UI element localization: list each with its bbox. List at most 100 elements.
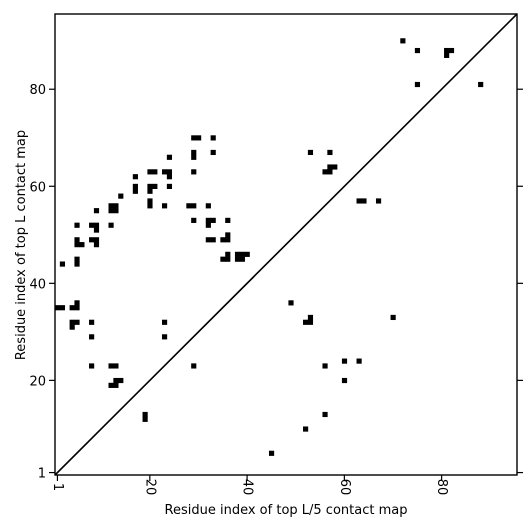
contact-point — [152, 183, 158, 189]
contact-point — [152, 169, 158, 175]
contact-point — [93, 242, 100, 248]
contact-point — [191, 135, 197, 141]
contact-point — [361, 198, 367, 204]
contact-point — [108, 222, 114, 228]
contact-point — [444, 47, 450, 54]
contact-point — [166, 169, 173, 175]
x-tick-label: 40 — [240, 479, 255, 496]
x-axis-title: Residue index of top L/5 contact map — [165, 503, 408, 518]
contact-point — [147, 198, 153, 204]
contact-point — [307, 319, 314, 325]
contact-point — [132, 188, 138, 194]
x-tick-label: 60 — [337, 479, 352, 496]
contact-point — [210, 149, 216, 156]
contact-point — [118, 193, 124, 199]
contact-point — [74, 242, 80, 248]
contact-point — [113, 377, 119, 384]
contact-point — [113, 208, 119, 214]
contact-point — [327, 149, 333, 156]
ticks-layer: 1 20 40 60 80 1 20 40 60 80 — [29, 13, 523, 496]
contact-point — [108, 203, 114, 209]
contact-point — [113, 363, 119, 369]
contact-point — [210, 237, 216, 243]
contact-point — [239, 251, 245, 257]
contact-point — [74, 261, 80, 267]
contact-point — [74, 305, 80, 311]
contact-point — [142, 411, 148, 418]
contact-point — [205, 237, 211, 243]
contact-point — [390, 314, 396, 321]
contact-point — [356, 198, 362, 204]
contact-point — [191, 203, 197, 209]
contact-point — [307, 314, 314, 321]
contact-point — [196, 135, 202, 141]
contact-point — [239, 256, 245, 262]
y-tick-label: 20 — [29, 374, 46, 389]
contact-point — [414, 47, 421, 54]
contact-point — [93, 237, 100, 243]
contact-point — [205, 217, 211, 223]
contact-point — [132, 183, 138, 189]
contact-point — [166, 174, 173, 180]
contact-point — [303, 426, 309, 432]
contact-point — [93, 227, 100, 233]
contact-point — [74, 222, 80, 228]
contact-point — [205, 203, 211, 209]
x-tick-label: 1 — [50, 483, 65, 491]
contact-point — [191, 169, 197, 175]
contact-point — [108, 208, 114, 214]
contact-point — [400, 38, 406, 44]
contact-point — [303, 319, 309, 325]
contact-point — [322, 363, 328, 369]
contact-point — [234, 251, 241, 257]
contact-point — [166, 154, 173, 160]
contact-point — [69, 305, 75, 311]
contact-point — [220, 256, 226, 262]
contact-point — [205, 222, 211, 228]
contact-point — [89, 319, 95, 325]
contact-point — [132, 174, 138, 180]
contact-point — [161, 169, 168, 175]
plot-frame — [54, 13, 518, 476]
contact-point — [147, 183, 153, 189]
contact-point — [142, 416, 148, 422]
contact-point — [166, 183, 173, 189]
contact-point — [79, 242, 85, 248]
contact-point — [220, 237, 226, 243]
contact-point — [89, 363, 95, 369]
contact-point — [244, 251, 250, 257]
contact-point — [74, 300, 80, 306]
contact-point — [414, 81, 421, 88]
contact-point — [113, 382, 119, 388]
contact-point — [341, 377, 348, 384]
contact-point — [191, 149, 197, 156]
contact-point — [74, 319, 80, 325]
contact-point — [161, 334, 168, 340]
contact-point — [108, 382, 114, 388]
contact-point — [225, 256, 231, 262]
points-layer — [55, 38, 484, 456]
contact-point — [191, 217, 197, 223]
contact-point — [448, 47, 455, 54]
contact-point — [74, 256, 80, 262]
diagonal-line — [54, 13, 518, 476]
contact-point — [322, 169, 328, 175]
contact-point — [327, 164, 333, 170]
contact-point — [268, 450, 275, 456]
contact-point — [444, 52, 450, 58]
x-tick-label: 80 — [434, 479, 449, 496]
contact-point — [108, 363, 114, 369]
contact-point — [74, 237, 80, 243]
x-tick-label: 20 — [142, 479, 157, 496]
contact-point — [93, 222, 100, 228]
contact-point — [210, 135, 216, 141]
contact-point — [322, 411, 328, 418]
contact-point — [225, 232, 231, 238]
contact-point — [147, 203, 153, 209]
contact-point — [191, 363, 197, 369]
contact-point — [225, 251, 231, 257]
contact-point — [93, 208, 100, 214]
contact-point — [225, 217, 231, 223]
contact-point — [478, 81, 484, 88]
